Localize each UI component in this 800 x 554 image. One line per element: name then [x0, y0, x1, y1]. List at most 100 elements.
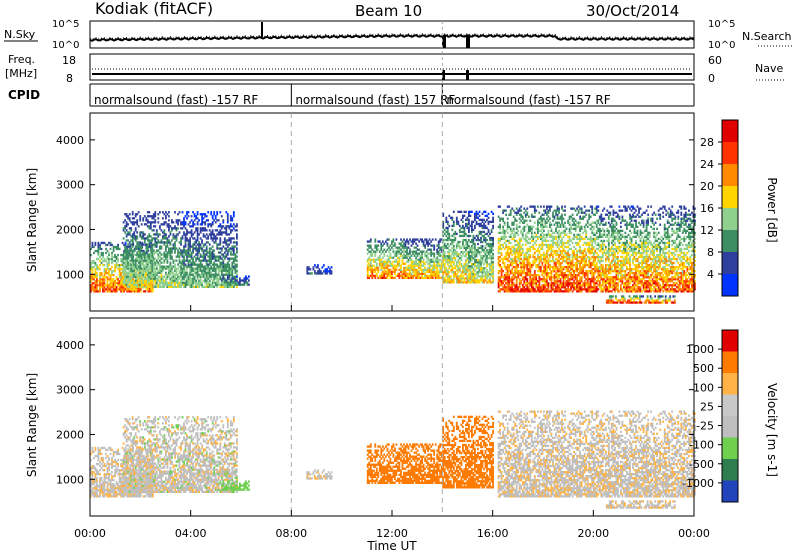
power-echo-cell: [196, 273, 199, 276]
power-echo-cell: [489, 238, 491, 242]
power-echo-cell: [137, 267, 140, 270]
power-echo-cell: [174, 279, 176, 282]
power-echo-cell: [157, 233, 160, 236]
power-echo-cell: [443, 271, 446, 274]
power-echo-cell: [514, 253, 517, 257]
power-echo-cell: [565, 227, 568, 230]
power-echo-cell: [421, 240, 423, 243]
power-echo-cell: [207, 235, 210, 238]
power-echo-cell: [93, 261, 95, 265]
power-echo-cell: [538, 257, 541, 261]
power-echo-cell: [506, 231, 509, 234]
power-echo-cell: [500, 268, 503, 271]
power-echo-cell: [211, 255, 214, 258]
power-echo-cell: [555, 249, 557, 253]
power-echo-cell: [214, 275, 217, 278]
power-echo-cell: [133, 273, 136, 276]
power-echo-cell: [385, 262, 387, 265]
power-echo-cell: [97, 280, 100, 283]
power-echo-cell: [159, 279, 161, 282]
power-echo-cell: [562, 241, 565, 245]
power-echo-cell: [207, 255, 210, 258]
power-echo-cell: [486, 277, 488, 280]
power-echo-cell: [117, 247, 119, 251]
power-echo-cell: [115, 290, 118, 293]
power-echo-cell: [223, 285, 226, 288]
power-echo-cell: [446, 251, 449, 254]
power-echo-cell: [559, 284, 562, 287]
power-echo-cell: [465, 273, 467, 276]
power-echo-cell: [401, 246, 404, 249]
power-echo-cell: [372, 260, 375, 263]
power-echo-cell: [483, 226, 485, 230]
power-echo-cell: [458, 246, 461, 250]
power-echo-cell: [149, 239, 152, 242]
power-echo-cell: [145, 243, 148, 246]
power-echo-cell: [198, 281, 200, 284]
power-echo-cell: [234, 269, 237, 272]
power-echo-cell: [562, 249, 565, 253]
power-echo-cell: [409, 276, 411, 279]
power-echo-cell: [121, 278, 124, 281]
power-echo-cell: [183, 263, 185, 266]
power-echo-cell: [205, 273, 208, 276]
power-echo-cell: [487, 249, 490, 252]
power-echo-cell: [434, 274, 437, 277]
power-echo-cell: [199, 259, 202, 262]
power-echo-cell: [524, 255, 527, 259]
power-echo-cell: [136, 245, 139, 248]
power-echo-cell: [211, 253, 214, 256]
power-echo-cell: [217, 231, 220, 234]
power-echo-cell: [199, 223, 202, 226]
power-echo-cell: [511, 221, 514, 224]
power-echo-cell: [398, 242, 401, 245]
power-echo-cell: [125, 277, 128, 280]
power-echo-cell: [149, 235, 152, 238]
power-echo-cell: [474, 281, 476, 284]
power-echo-cell: [520, 261, 523, 265]
power-echo-cell: [103, 270, 106, 273]
power-echo-cell: [512, 251, 515, 255]
nsky-tick-bottom: 10^0: [52, 40, 79, 51]
power-echo-cell: [415, 276, 417, 279]
power-echo-cell: [228, 247, 231, 250]
power-echo-cell: [526, 211, 529, 214]
power-echo-cell: [538, 243, 541, 247]
power-echo-cell: [214, 259, 217, 262]
power-echo-cell: [559, 280, 562, 283]
power-echo-cell: [520, 288, 523, 291]
power-echo-cell: [508, 268, 511, 271]
power-echo-cell: [149, 275, 152, 278]
power-echo-cell: [132, 255, 135, 259]
power-echo-cell: [442, 275, 445, 278]
power-echo-cell: [115, 257, 118, 261]
power-echo-cell: [477, 234, 479, 238]
power-echo-cell: [134, 247, 137, 250]
power-echo-cell: [189, 239, 191, 242]
power-echo-cell: [383, 276, 386, 279]
power-echo-cell: [506, 205, 509, 208]
power-echo-cell: [122, 221, 125, 224]
power-echo-cell: [127, 265, 129, 268]
power-echo-cell: [388, 256, 390, 259]
power-echo-cell: [427, 268, 429, 271]
power-echo-cell: [131, 249, 134, 252]
power-echo-cell: [559, 282, 562, 285]
power-echo-cell: [466, 240, 469, 244]
power-echo-cell: [369, 254, 372, 257]
power-echo-cell: [129, 290, 132, 293]
power-echo-cell: [211, 229, 214, 232]
power-echo-cell: [571, 237, 574, 241]
power-echo-cell: [93, 245, 95, 249]
power-echo-cell: [558, 225, 560, 228]
power-echo-cell: [561, 215, 563, 218]
power-echo-cell: [509, 278, 512, 281]
power-echo-cell: [159, 265, 161, 268]
power-echo-cell: [553, 231, 556, 234]
power-echo-cell: [506, 272, 509, 275]
power-echo-cell: [546, 282, 548, 285]
power-echo-cell: [168, 267, 170, 270]
power-echo-cell: [427, 258, 429, 261]
power-echo-cell: [201, 241, 203, 244]
power-echo-cell: [537, 274, 539, 277]
